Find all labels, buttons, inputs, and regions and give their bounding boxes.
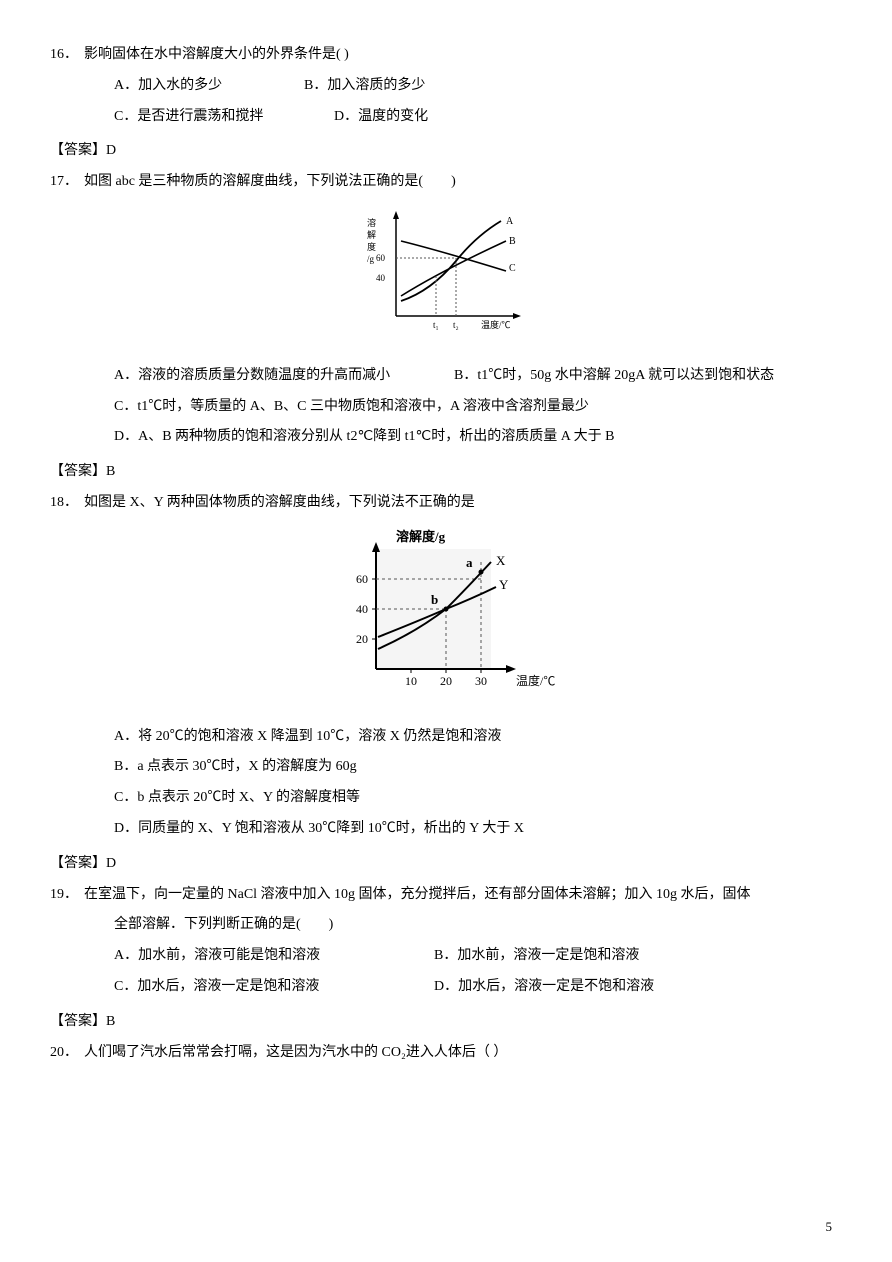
- point-a: a: [466, 555, 473, 570]
- question-stem: 16． 影响固体在水中溶解度大小的外界条件是( ): [50, 40, 842, 71]
- point-b: b: [431, 592, 438, 607]
- label-c: C: [509, 263, 516, 274]
- option-a: A．将 20℃的饱和溶液 X 降温到 10℃，溶液 X 仍然是饱和溶液: [114, 729, 501, 744]
- label-a: A: [506, 216, 514, 227]
- option-b: B．加入溶质的多少: [304, 71, 425, 102]
- question-16: 16． 影响固体在水中溶解度大小的外界条件是( ) A．加入水的多少 B．加入溶…: [50, 40, 842, 132]
- xtick-20: 20: [440, 674, 452, 688]
- option-b: B．t1℃时，50g 水中溶解 20gA 就可以达到饱和状态: [454, 361, 774, 392]
- label-y: Y: [499, 577, 509, 592]
- ytick-40: 40: [356, 602, 368, 616]
- option-d: D．A、B 两种物质的饱和溶液分别从 t2℃降到 t1℃时，析出的溶质质量 A …: [114, 429, 614, 444]
- page-number: 5: [826, 1213, 833, 1242]
- option-d: D．加水后，溶液一定是不饱和溶液: [434, 972, 654, 1003]
- label-x: X: [496, 553, 506, 568]
- question-number: 18．: [50, 488, 84, 519]
- options: A．溶液的溶质质量分数随温度的升高而减小 B．t1℃时，50g 水中溶解 20g…: [50, 361, 842, 453]
- option-a: A．加水前，溶液可能是饱和溶液: [114, 941, 414, 972]
- question-text: 影响固体在水中溶解度大小的外界条件是( ): [84, 40, 842, 71]
- chart-18: 溶解度/g 20 40 60 10 20 30 温度/℃: [50, 527, 842, 710]
- question-stem: 17． 如图 abc 是三种物质的溶解度曲线，下列说法正确的是( ): [50, 167, 842, 198]
- question-number: 17．: [50, 167, 84, 198]
- answer-17: 【答案】B: [50, 457, 842, 488]
- question-text: 人们喝了汽水后常常会打嗝，这是因为汽水中的 CO₂进入人体后（ ）: [84, 1038, 842, 1069]
- options: A．加入水的多少 B．加入溶质的多少 C．是否进行震荡和搅拌 D．温度的变化: [50, 71, 842, 133]
- answer-19: 【答案】B: [50, 1007, 842, 1038]
- question-text: 如图是 X、Y 两种固体物质的溶解度曲线，下列说法不正确的是: [84, 488, 842, 519]
- answer-18: 【答案】D: [50, 849, 842, 880]
- chart-17: 60 40 A B C t₁ t₂ 温度/℃ 溶 解 度 /g: [50, 206, 842, 349]
- question-19: 19． 在室温下，向一定量的 NaCl 溶液中加入 10g 固体，充分搅拌后，还…: [50, 880, 842, 1003]
- option-b: B．a 点表示 30℃时，X 的溶解度为 60g: [114, 759, 357, 774]
- ylabel-3: 度: [367, 241, 376, 252]
- question-20: 20． 人们喝了汽水后常常会打嗝，这是因为汽水中的 CO₂进入人体后（ ）: [50, 1038, 842, 1069]
- option-d: D．同质量的 X、Y 饱和溶液从 30℃降到 10℃时，析出的 Y 大于 X: [114, 821, 524, 836]
- question-stem: 19． 在室温下，向一定量的 NaCl 溶液中加入 10g 固体，充分搅拌后，还…: [50, 880, 842, 911]
- question-stem: 20． 人们喝了汽水后常常会打嗝，这是因为汽水中的 CO₂进入人体后（ ）: [50, 1038, 842, 1069]
- question-18: 18． 如图是 X、Y 两种固体物质的溶解度曲线，下列说法不正确的是 溶解度/g…: [50, 488, 842, 845]
- xtick-t2: t₂: [453, 320, 459, 330]
- option-c: C．是否进行震荡和搅拌: [114, 102, 314, 133]
- question-number: 20．: [50, 1038, 84, 1069]
- xlabel: 温度/℃: [481, 319, 511, 330]
- options: A．加水前，溶液可能是饱和溶液 B．加水前，溶液一定是饱和溶液 C．加水后，溶液…: [50, 941, 842, 1003]
- question-text: 如图 abc 是三种物质的溶解度曲线，下列说法正确的是( ): [84, 167, 842, 198]
- question-text-line2: 全部溶解．下列判断正确的是( ): [50, 910, 842, 941]
- option-c: C．t1℃时，等质量的 A、B、C 三中物质饱和溶液中，A 溶液中含溶剂量最少: [114, 399, 589, 414]
- option-a: A．加入水的多少: [114, 71, 284, 102]
- ylabel-2: 解: [367, 229, 376, 240]
- option-c: C．加水后，溶液一定是饱和溶液: [114, 972, 414, 1003]
- question-number: 19．: [50, 880, 84, 911]
- question-17: 17． 如图 abc 是三种物质的溶解度曲线，下列说法正确的是( ) 60 40…: [50, 167, 842, 453]
- question-number: 16．: [50, 40, 84, 71]
- option-b: B．加水前，溶液一定是饱和溶液: [434, 941, 639, 972]
- xlabel: 温度/℃: [516, 673, 555, 688]
- option-a: A．溶液的溶质质量分数随温度的升高而减小: [114, 361, 434, 392]
- option-d: D．温度的变化: [334, 102, 428, 133]
- ylabel: 溶解度/g: [396, 529, 446, 544]
- options: A．将 20℃的饱和溶液 X 降温到 10℃，溶液 X 仍然是饱和溶液 B．a …: [50, 722, 842, 845]
- ytick-40: 40: [376, 273, 386, 283]
- answer-16: 【答案】D: [50, 136, 842, 167]
- xtick-30: 30: [475, 674, 487, 688]
- ytick-60: 60: [356, 572, 368, 586]
- question-stem: 18． 如图是 X、Y 两种固体物质的溶解度曲线，下列说法不正确的是: [50, 488, 842, 519]
- option-c: C．b 点表示 20℃时 X、Y 的溶解度相等: [114, 790, 360, 805]
- ytick-20: 20: [356, 632, 368, 646]
- xtick-t1: t₁: [433, 320, 439, 330]
- ytick-60: 60: [376, 253, 386, 263]
- label-b: B: [509, 236, 516, 247]
- ylabel-1: 溶: [367, 217, 376, 228]
- xtick-10: 10: [405, 674, 417, 688]
- ylabel-4: /g: [367, 254, 375, 264]
- question-text-line1: 在室温下，向一定量的 NaCl 溶液中加入 10g 固体，充分搅拌后，还有部分固…: [84, 880, 842, 911]
